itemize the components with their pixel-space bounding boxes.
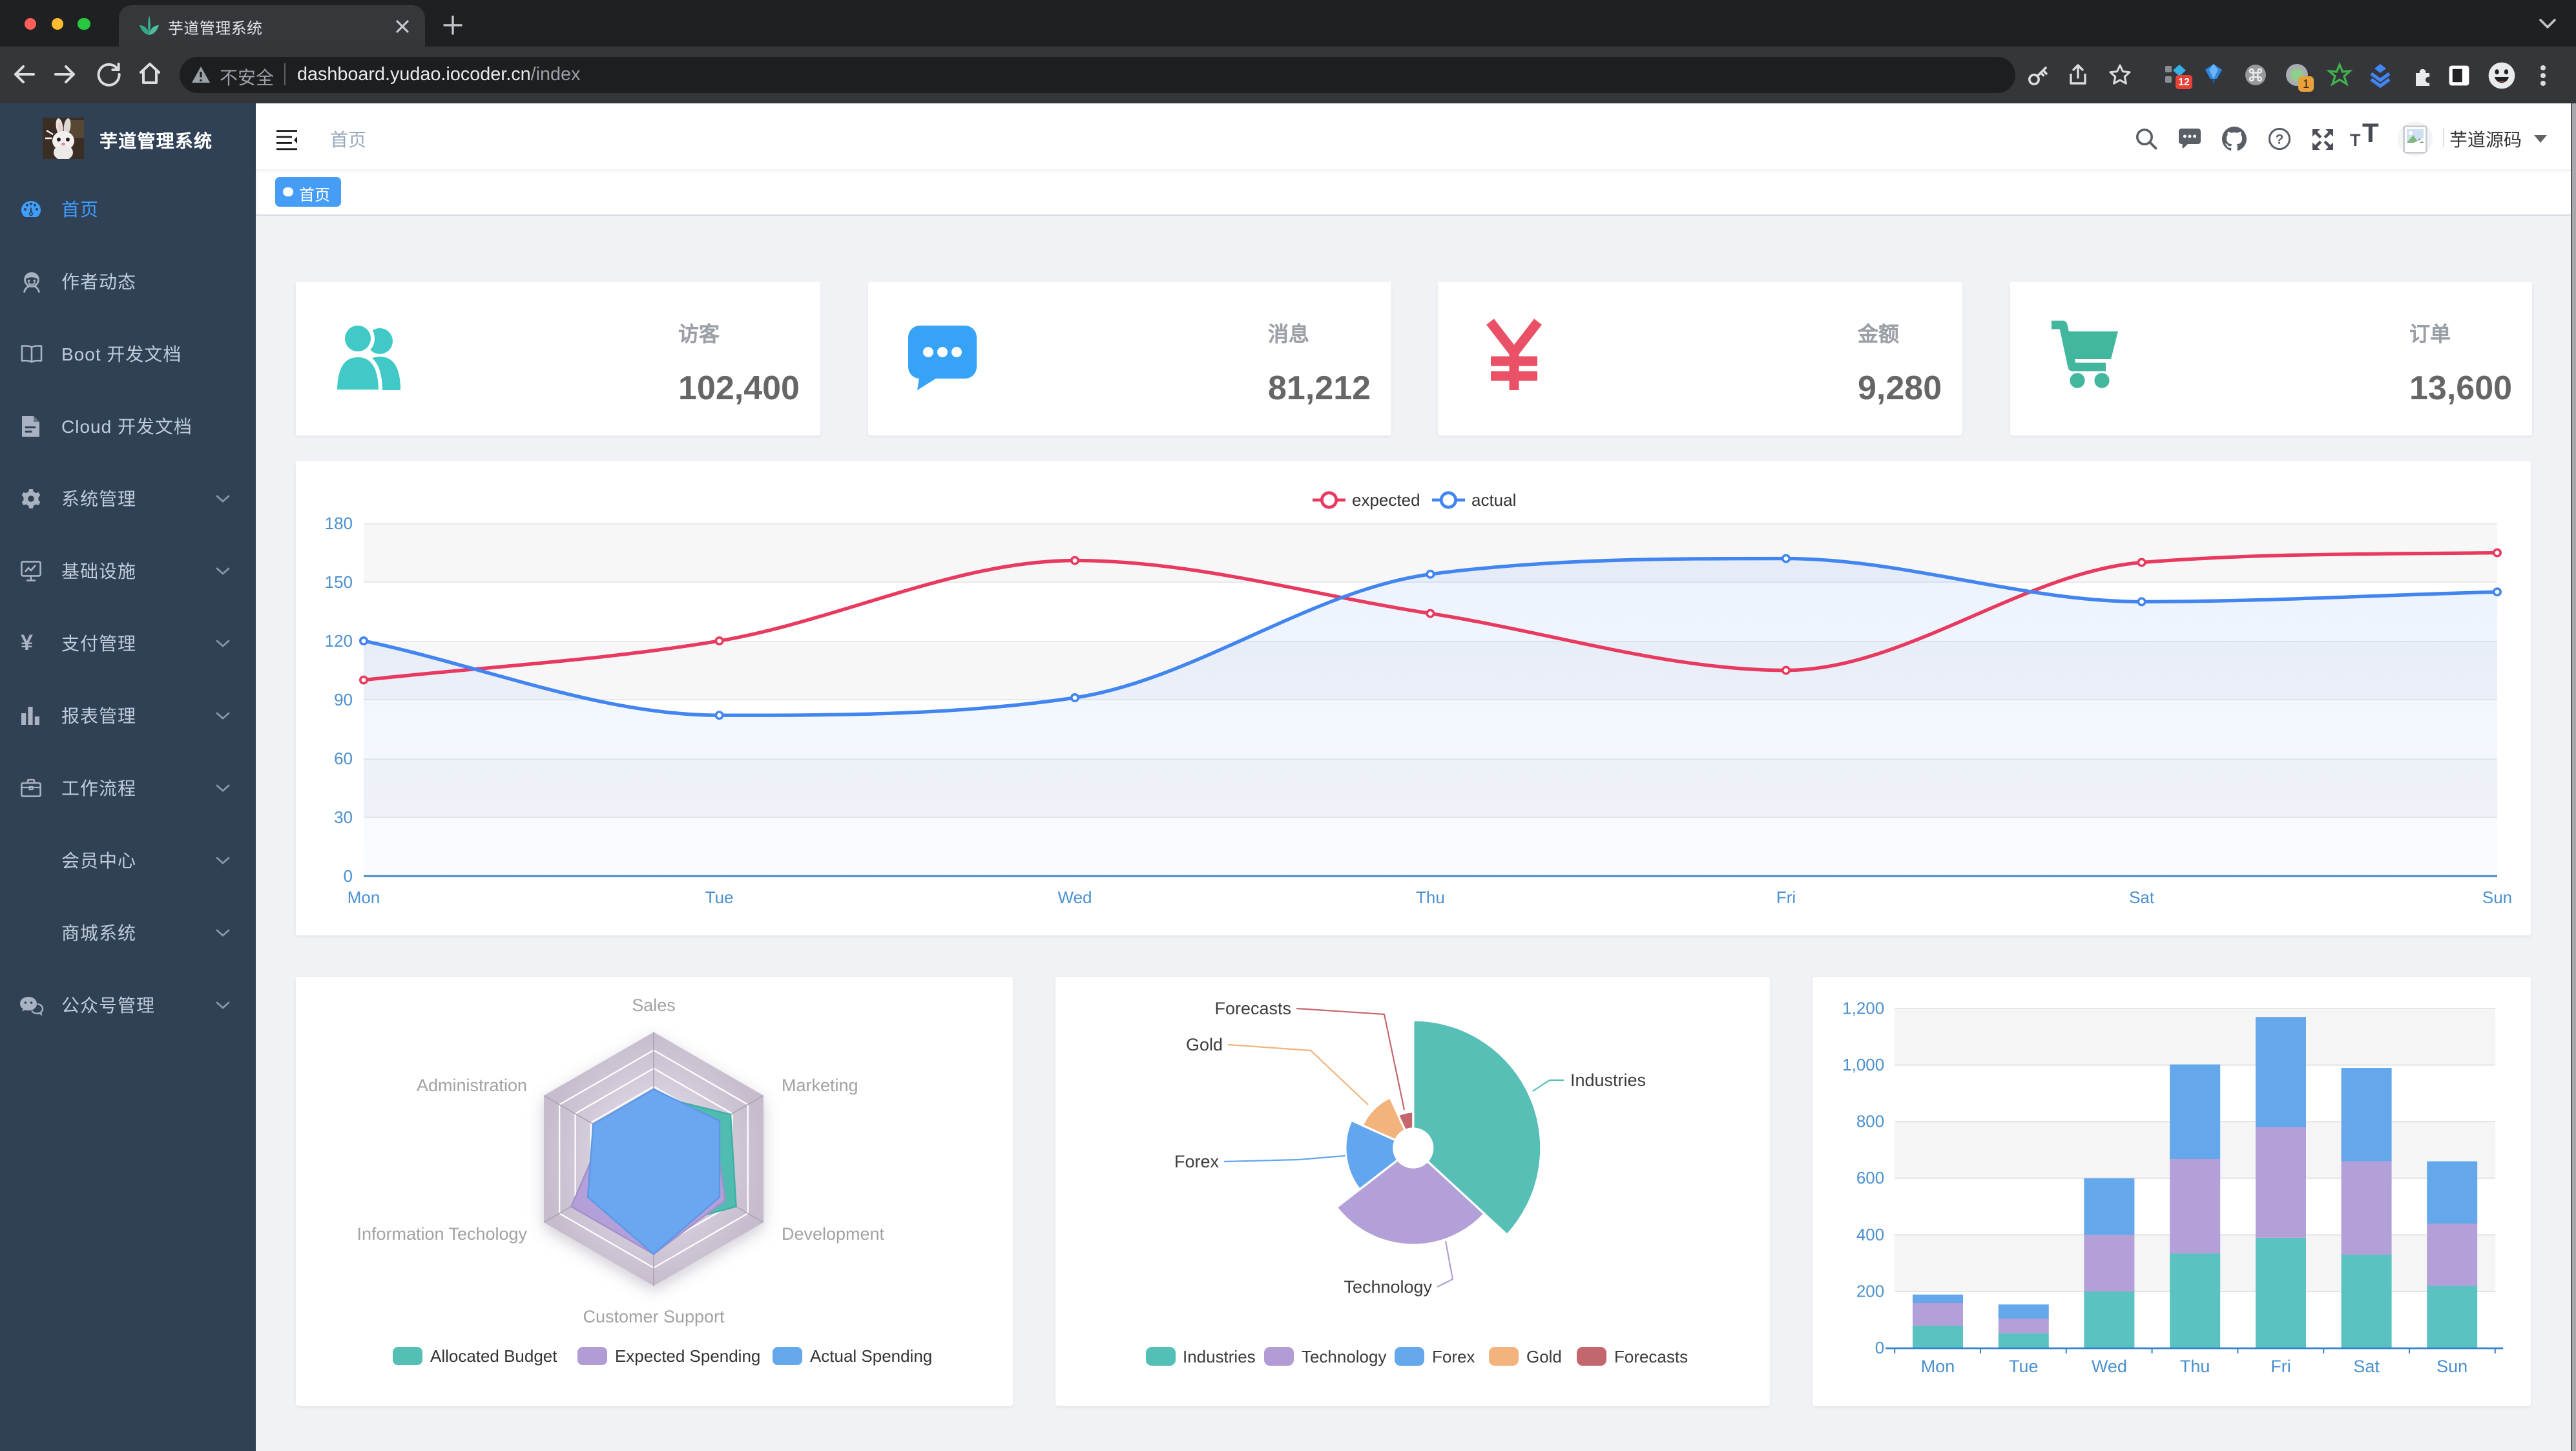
svg-text:Industries: Industries xyxy=(1570,1070,1645,1090)
svg-text:Gold: Gold xyxy=(1185,1035,1222,1054)
svg-text:60: 60 xyxy=(334,749,353,768)
svg-text:200: 200 xyxy=(1857,1281,1885,1300)
svg-text:Forex: Forex xyxy=(1431,1347,1474,1366)
svg-text:Administration: Administration xyxy=(417,1076,527,1095)
svg-text:0: 0 xyxy=(344,866,353,886)
svg-text:Tue: Tue xyxy=(705,888,734,907)
svg-text:Sales: Sales xyxy=(632,996,676,1015)
svg-text:actual: actual xyxy=(1471,490,1516,510)
svg-text:Forex: Forex xyxy=(1174,1152,1218,1171)
svg-text:Fri: Fri xyxy=(2271,1357,2291,1376)
svg-text:Thu: Thu xyxy=(2181,1357,2211,1376)
svg-text:Forecasts: Forecasts xyxy=(1214,999,1291,1018)
svg-text:600: 600 xyxy=(1857,1168,1885,1187)
svg-text:Mon: Mon xyxy=(1922,1357,1956,1376)
svg-text:Sat: Sat xyxy=(2354,1357,2380,1376)
svg-text:Technology: Technology xyxy=(1343,1277,1431,1297)
svg-text:Mon: Mon xyxy=(348,888,380,907)
svg-text:90: 90 xyxy=(334,690,353,709)
svg-text:1,000: 1,000 xyxy=(1843,1055,1885,1074)
svg-text:800: 800 xyxy=(1857,1112,1885,1131)
svg-text:Gold: Gold xyxy=(1526,1347,1561,1366)
svg-text:Tue: Tue xyxy=(2010,1357,2039,1376)
svg-text:Customer Support: Customer Support xyxy=(583,1307,724,1326)
svg-text:Industries: Industries xyxy=(1182,1347,1255,1366)
svg-text:Allocated Budget: Allocated Budget xyxy=(430,1346,557,1366)
svg-text:30: 30 xyxy=(334,808,353,827)
svg-text:120: 120 xyxy=(325,631,353,651)
svg-text:Marketing: Marketing xyxy=(782,1076,858,1095)
svg-text:Actual Spending: Actual Spending xyxy=(810,1346,932,1366)
svg-text:Expected Spending: Expected Spending xyxy=(615,1346,760,1366)
svg-text:0: 0 xyxy=(1876,1338,1885,1357)
svg-text:400: 400 xyxy=(1857,1225,1885,1244)
svg-text:1,200: 1,200 xyxy=(1843,998,1885,1018)
svg-text:expected: expected xyxy=(1352,490,1420,510)
svg-text:Forecasts: Forecasts xyxy=(1614,1347,1687,1366)
svg-text:Sun: Sun xyxy=(2482,888,2512,907)
svg-text:180: 180 xyxy=(325,514,353,533)
svg-text:?: ? xyxy=(2276,132,2284,147)
svg-text:Development: Development xyxy=(782,1224,884,1244)
svg-text:Technology: Technology xyxy=(1301,1347,1386,1366)
svg-text:Wed: Wed xyxy=(1058,888,1092,907)
svg-text:Thu: Thu xyxy=(1416,888,1445,907)
svg-text:Sat: Sat xyxy=(2129,888,2155,907)
svg-text:Sun: Sun xyxy=(2437,1357,2468,1376)
svg-text:Wed: Wed xyxy=(2092,1357,2128,1376)
svg-text:Fri: Fri xyxy=(1776,888,1796,907)
svg-text:150: 150 xyxy=(325,572,353,592)
svg-text:Information Techology: Information Techology xyxy=(357,1224,527,1244)
